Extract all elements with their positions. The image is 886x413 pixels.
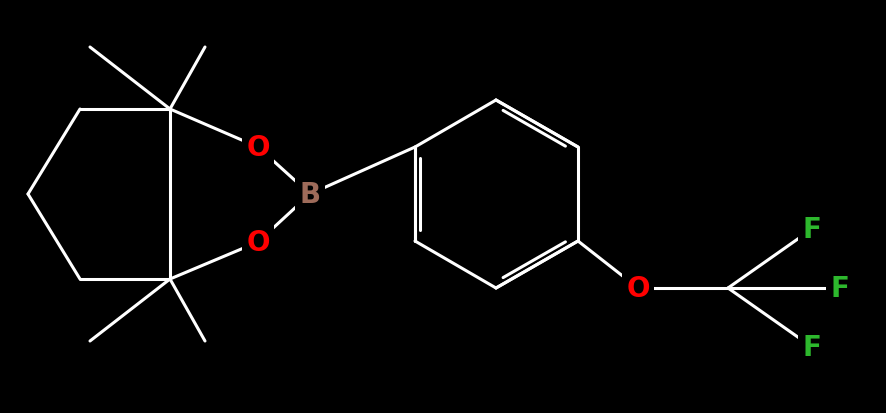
Text: F: F <box>829 274 849 302</box>
Text: F: F <box>802 216 820 243</box>
Text: B: B <box>299 180 320 209</box>
Text: O: O <box>626 274 649 302</box>
Text: O: O <box>246 228 269 256</box>
Text: O: O <box>246 134 269 161</box>
Text: F: F <box>802 333 820 361</box>
